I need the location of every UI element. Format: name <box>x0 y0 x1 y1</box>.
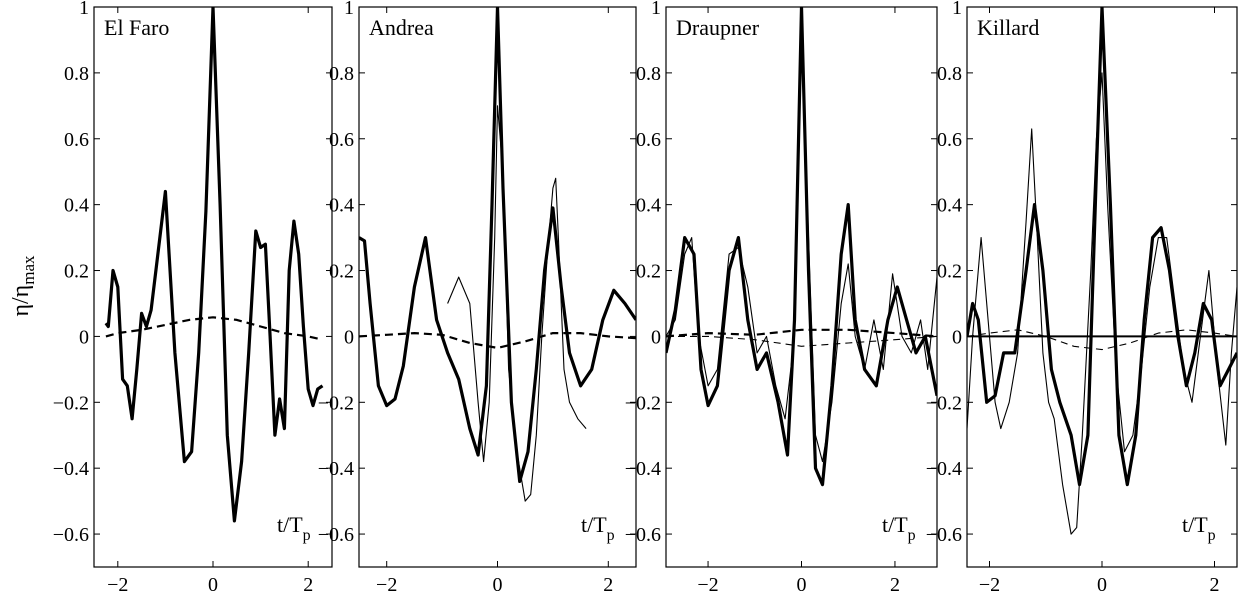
series-line-3 <box>359 332 636 349</box>
x-axis-label-sub: p <box>908 527 916 544</box>
y-tick-label: 0 <box>651 326 661 348</box>
x-tick-label: −2 <box>697 574 718 596</box>
series-line-1 <box>967 7 1237 487</box>
y-tick-label: −0.4 <box>318 458 354 480</box>
x-tick-label: 2 <box>603 574 613 596</box>
y-tick-label: −0.6 <box>318 524 354 546</box>
y-tick-label: 0 <box>952 326 962 348</box>
y-tick-label: 1 <box>344 0 354 19</box>
series-line-1 <box>666 7 937 487</box>
panels: −0.6 −0.4 −0.2 0 0.2 0.4 0.6 0.8 1 −2 0 2 El Faro t/T… <box>53 0 1238 596</box>
x-axis-label-main: t/T <box>1182 512 1208 537</box>
y-tick-label: −0.2 <box>926 392 962 414</box>
y-tick-label: 0.6 <box>64 129 89 151</box>
series-line-2 <box>105 316 323 341</box>
y-axis-label: η/ηmax <box>8 255 38 317</box>
x-axis-label-sub: p <box>607 527 615 544</box>
y-tick-label: 0.2 <box>636 261 661 283</box>
y-tick-label: −0.6 <box>625 524 661 546</box>
plot-frame <box>358 6 637 568</box>
x-axis-label-main: t/T <box>277 512 303 537</box>
panel-3: −0.6 −0.4 −0.2 0 0.2 0.4 0.6 0.8 1 −2 0 2 Draupner t/… <box>625 0 938 596</box>
y-tick-label: −0.6 <box>926 524 962 546</box>
y-tick-label: −0.6 <box>53 524 89 546</box>
y-tick-label: 0.2 <box>937 261 962 283</box>
y-tick-label: 0.6 <box>937 129 962 151</box>
plot-frame <box>966 6 1238 568</box>
plot-frame <box>93 6 333 568</box>
y-tick-label: 0.8 <box>64 63 89 85</box>
panel-title: Killard <box>977 15 1039 40</box>
x-tick-label: 0 <box>797 574 807 596</box>
x-tick-label: 0 <box>1097 574 1107 596</box>
panel-4: −0.6 −0.4 −0.2 0 0.2 0.4 0.6 0.8 1 −2 0 2 Killard t/T… <box>926 0 1238 596</box>
y-tick-label: −0.2 <box>53 392 89 414</box>
y-tick-label: −0.4 <box>53 458 89 480</box>
panel-title: El Faro <box>104 15 169 40</box>
y-tick-label: 0.4 <box>64 195 89 217</box>
x-tick-label: 0 <box>493 574 503 596</box>
series-line-2 <box>666 39 937 463</box>
series-line-2 <box>447 105 587 502</box>
x-axis-label: t/Tp <box>1182 512 1216 544</box>
series-line-4 <box>666 335 937 347</box>
x-axis-label-sub: p <box>303 527 311 544</box>
y-tick-label: 0.8 <box>937 63 962 85</box>
x-tick-label: 2 <box>303 574 313 596</box>
y-tick-label: 0 <box>344 326 354 348</box>
series-line-3 <box>666 328 937 338</box>
y-tick-label: 0.6 <box>636 129 661 151</box>
series-line-1 <box>104 7 324 523</box>
panel-2: −0.6 −0.4 −0.2 0 0.2 0.4 0.6 0.8 1 −2 0 2 Andrea t/Tp <box>318 0 637 596</box>
x-tick-label: −2 <box>107 574 128 596</box>
y-tick-label: 1 <box>952 0 962 19</box>
y-tick-label: 0.2 <box>329 261 354 283</box>
x-axis-label-sub: p <box>1208 527 1216 544</box>
series-line-1 <box>359 7 636 483</box>
x-axis-label: t/Tp <box>581 512 615 544</box>
panel-title: Draupner <box>676 15 760 40</box>
x-tick-label: −2 <box>376 574 397 596</box>
x-tick-label: 2 <box>890 574 900 596</box>
x-tick-label: −2 <box>979 574 1000 596</box>
y-tick-label: 0.4 <box>329 195 354 217</box>
y-tick-label: 0.4 <box>636 195 661 217</box>
y-tick-label: 0.8 <box>636 63 661 85</box>
series-line-4 <box>967 329 1237 351</box>
panel-title: Andrea <box>369 15 434 40</box>
x-axis-label-main: t/T <box>882 512 908 537</box>
series-line-2 <box>967 72 1237 535</box>
y-tick-label: 0.8 <box>329 63 354 85</box>
y-tick-label: 0 <box>79 326 89 348</box>
y-tick-label: −0.4 <box>926 458 962 480</box>
x-axis-label-main: t/T <box>581 512 607 537</box>
y-tick-label: 1 <box>651 0 661 19</box>
x-axis-label: t/Tp <box>277 512 311 544</box>
x-tick-label: 2 <box>1210 574 1220 596</box>
y-tick-label: 1 <box>79 0 89 19</box>
y-tick-label: 0.6 <box>329 129 354 151</box>
panel-1: −0.6 −0.4 −0.2 0 0.2 0.4 0.6 0.8 1 −2 0 2 El Faro t/T… <box>53 0 333 596</box>
y-tick-label: −0.2 <box>625 392 661 414</box>
y-tick-label: −0.2 <box>318 392 354 414</box>
y-tick-label: 0.2 <box>64 261 89 283</box>
x-axis-label: t/Tp <box>882 512 916 544</box>
y-tick-label: −0.4 <box>625 458 661 480</box>
y-tick-label: 0.4 <box>937 195 962 217</box>
y-axis-label-sub: max <box>19 255 38 285</box>
y-axis-label-main: η/η <box>8 285 34 317</box>
x-tick-label: 0 <box>208 574 218 596</box>
